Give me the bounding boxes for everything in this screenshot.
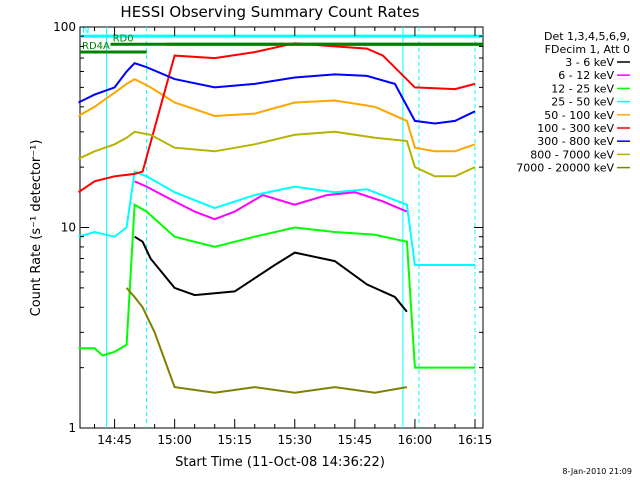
series-line-3-6-kev xyxy=(134,235,408,313)
legend-label: 3 - 6 keV xyxy=(565,56,614,69)
legend: Det 1,3,4,5,6,9, FDecim 1, Att 0 3 - 6 k… xyxy=(516,30,630,175)
series-line-25-50-kev xyxy=(78,170,475,266)
series-line-50-100-kev xyxy=(78,77,476,153)
legend-entry-100-300-kev: 100 - 300 keV xyxy=(537,122,630,135)
legend-entry-300-800-kev: 300 - 800 keV xyxy=(537,135,630,148)
legend-label: 300 - 800 keV xyxy=(537,135,614,148)
legend-header-line-2: FDecim 1, Att 0 xyxy=(545,43,630,56)
x-tick-label: 16:15 xyxy=(458,433,493,447)
legend-entry-3-6-kev: 3 - 6 keV xyxy=(565,56,630,69)
y-axis-label: Count Rate (s⁻¹ detector⁻¹) xyxy=(29,140,44,317)
legend-entry-800-7000-kev: 800 - 7000 keV xyxy=(530,148,630,161)
x-axis-ticks: 14:45 15:00 15:15 15:30 15:45 16:00 16:15 xyxy=(94,27,493,447)
y-tick-label: 10 xyxy=(61,221,76,235)
legend-label: 50 - 100 keV xyxy=(544,109,614,122)
flag-label-rd4a: RD4A xyxy=(82,41,110,52)
legend-entry-12-25-kev: 12 - 25 keV xyxy=(551,82,630,95)
series-line-7000-20000-kev xyxy=(125,287,408,394)
generation-timestamp: 8-Jan-2010 21:09 xyxy=(562,467,632,476)
legend-label: 6 - 12 keV xyxy=(558,69,614,82)
flag-label-n: N xyxy=(82,25,89,36)
legend-label: 12 - 25 keV xyxy=(551,82,614,95)
x-tick-label: 16:00 xyxy=(398,433,433,447)
x-tick-label: 15:00 xyxy=(157,433,192,447)
legend-entry-7000-20000-kev: 7000 - 20000 keV xyxy=(516,162,630,175)
legend-entry-50-100-kev: 50 - 100 keV xyxy=(544,109,630,122)
x-tick-label: 14:45 xyxy=(97,433,132,447)
series-line-12-25-kev xyxy=(78,203,475,369)
series-line-800-7000-kev xyxy=(78,130,476,178)
legend-header-line-1: Det 1,3,4,5,6,9, xyxy=(544,30,630,43)
legend-label: 800 - 7000 keV xyxy=(530,148,614,161)
series-line-6-12-kev xyxy=(134,180,408,221)
series-line-300-800-kev xyxy=(78,62,476,125)
x-tick-label: 15:30 xyxy=(277,433,312,447)
legend-entry-25-50-kev: 25 - 50 keV xyxy=(551,96,630,109)
legend-label: 25 - 50 keV xyxy=(551,96,614,109)
flag-label-rd0: RD0 xyxy=(113,33,134,44)
chart-title: HESSI Observing Summary Count Rates xyxy=(120,3,419,21)
x-tick-label: 15:45 xyxy=(338,433,373,447)
series-line-100-300-kev xyxy=(77,42,476,194)
y-tick-label: 100 xyxy=(53,20,76,34)
legend-label: 7000 - 20000 keV xyxy=(516,162,614,175)
x-axis-label: Start Time (11-Oct-08 14:36:22) xyxy=(175,455,385,470)
y-axis-ticks: 1 10 100 xyxy=(53,20,483,435)
y-tick-label: 1 xyxy=(68,421,76,435)
legend-label: 100 - 300 keV xyxy=(537,122,614,135)
legend-entry-6-12-kev: 6 - 12 keV xyxy=(558,69,630,82)
x-tick-label: 15:15 xyxy=(217,433,252,447)
